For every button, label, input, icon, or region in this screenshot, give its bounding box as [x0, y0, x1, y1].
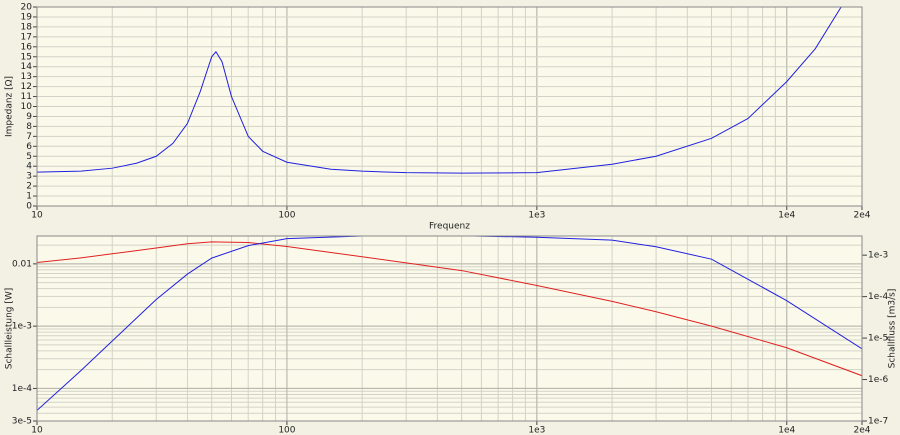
y-tick-label: 10	[21, 102, 33, 112]
y-tick-label: 2	[26, 182, 32, 192]
y-tick-label: 17	[21, 32, 32, 42]
x-tick-label: 2e4	[854, 426, 871, 435]
y-tick-label: 7	[26, 132, 32, 142]
y-tick-label: 11	[21, 92, 32, 102]
plot-border	[36, 6, 863, 207]
x-tick-label: 100	[278, 426, 295, 435]
x-tick-label: 1e3	[528, 211, 545, 221]
y2-axis-label: Schallfluss [m3/s]	[888, 289, 898, 369]
x-tick-label: 1e3	[528, 426, 545, 435]
y-tick-label: 1	[26, 192, 32, 202]
y-tick-label: 19	[21, 12, 33, 22]
y-tick-label: 16	[21, 42, 33, 52]
series-line	[37, 7, 842, 174]
y-axis-label: Impedanz [Ω]	[5, 76, 15, 137]
y2-tick-label: 1e-3	[868, 251, 888, 261]
x-tick-label: 1e4	[778, 426, 795, 435]
x-tick-label: 2e4	[854, 211, 871, 221]
y2-tick-label: 1e-6	[868, 375, 889, 385]
y-tick-label: 20	[21, 3, 33, 13]
y-tick-label: 8	[26, 122, 32, 132]
y-tick-label: 15	[21, 52, 32, 62]
x-tick-label: 100	[278, 211, 295, 221]
y-axis-label: Schallleistung [W]	[5, 288, 15, 370]
y-tick-label: 5	[26, 152, 32, 162]
y-tick-label: 3e-5	[12, 417, 32, 427]
y-tick-label: 6	[26, 142, 32, 152]
x-tick-label: 1e4	[778, 211, 795, 221]
y2-tick-label: 1e-5	[868, 334, 888, 344]
x-tick-label: 10	[31, 211, 43, 221]
x-tick-label: 10	[31, 426, 43, 435]
y-tick-label: 0	[26, 202, 32, 212]
series-line	[37, 241, 862, 377]
plot-border	[36, 235, 863, 422]
y-tick-label: 1e-4	[12, 384, 33, 394]
y2-tick-label: 1e-4	[868, 292, 889, 302]
y2-tick-label: 1e-7	[868, 417, 888, 427]
series-line	[37, 236, 862, 411]
y-tick-label: 12	[21, 82, 32, 92]
y-tick-label: 9	[26, 112, 32, 122]
y-tick-label: 1e-3	[12, 322, 32, 332]
y-tick-label: 3	[26, 172, 32, 182]
y-tick-label: 0.01	[12, 259, 32, 269]
y-tick-label: 4	[26, 162, 32, 172]
y-tick-label: 13	[21, 72, 32, 82]
x-axis-label: Frequenz	[429, 222, 470, 232]
y-tick-label: 14	[21, 62, 33, 72]
y-tick-label: 18	[21, 22, 33, 32]
